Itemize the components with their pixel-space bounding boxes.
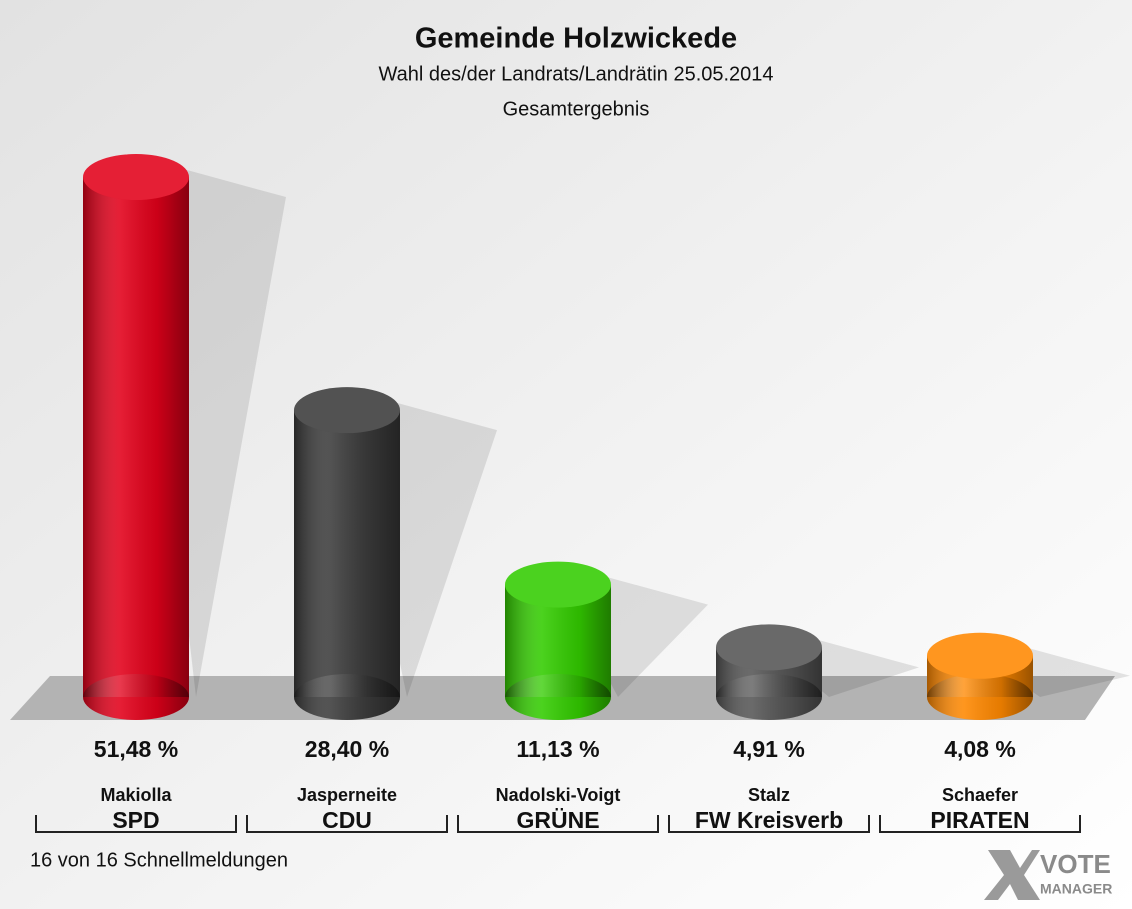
category-label: Jasperneite — [297, 785, 397, 805]
bar-top-highlight — [294, 387, 400, 434]
party-bracket — [457, 815, 659, 833]
footnote: 16 von 16 Schnellmeldungen — [30, 849, 288, 871]
category-label: Makiolla — [100, 785, 172, 805]
party-label: FW Kreisverb — [695, 807, 843, 833]
chart-subtitle: Wahl des/der Landrats/Landrätin 25.05.20… — [378, 63, 773, 85]
bar-top-highlight — [83, 154, 189, 201]
category-label: Nadolski-Voigt — [496, 785, 621, 805]
bar-top — [83, 154, 189, 201]
party-label: GRÜNE — [516, 807, 599, 833]
bars — [83, 154, 1130, 720]
logo: VOTE MANAGER — [984, 849, 1112, 900]
bar-top-highlight — [716, 624, 822, 671]
value-label: 4,08 % — [944, 736, 1016, 762]
bar-top — [294, 387, 400, 434]
bar-top-highlight — [927, 632, 1033, 679]
category-label: Stalz — [748, 785, 790, 805]
value-label: 51,48 % — [94, 736, 178, 762]
bar-shade — [83, 177, 189, 697]
logo-text: MANAGER — [1040, 881, 1112, 897]
chart-subtitle: Gesamtergebnis — [503, 98, 650, 120]
value-label: 11,13 % — [516, 736, 599, 762]
party-bracket — [668, 815, 870, 833]
logo-text: VOTE — [1040, 849, 1111, 879]
value-label: 28,40 % — [305, 736, 389, 762]
value-label: 4,91 % — [733, 736, 805, 762]
bar-top — [505, 561, 611, 608]
bar-top-highlight — [505, 561, 611, 608]
party-label: PIRATEN — [930, 807, 1029, 833]
category-label: Schaefer — [942, 785, 1018, 805]
chart-title: Gemeinde Holzwickede — [415, 23, 737, 55]
bar-top — [716, 624, 822, 671]
bar-top — [927, 632, 1033, 679]
party-label: SPD — [112, 807, 159, 833]
party-bracket — [35, 815, 237, 833]
logo-icon — [984, 850, 1040, 900]
bar-shade — [294, 410, 400, 697]
party-label: CDU — [322, 807, 372, 833]
party-bracket — [879, 815, 1081, 833]
party-bracket — [246, 815, 448, 833]
